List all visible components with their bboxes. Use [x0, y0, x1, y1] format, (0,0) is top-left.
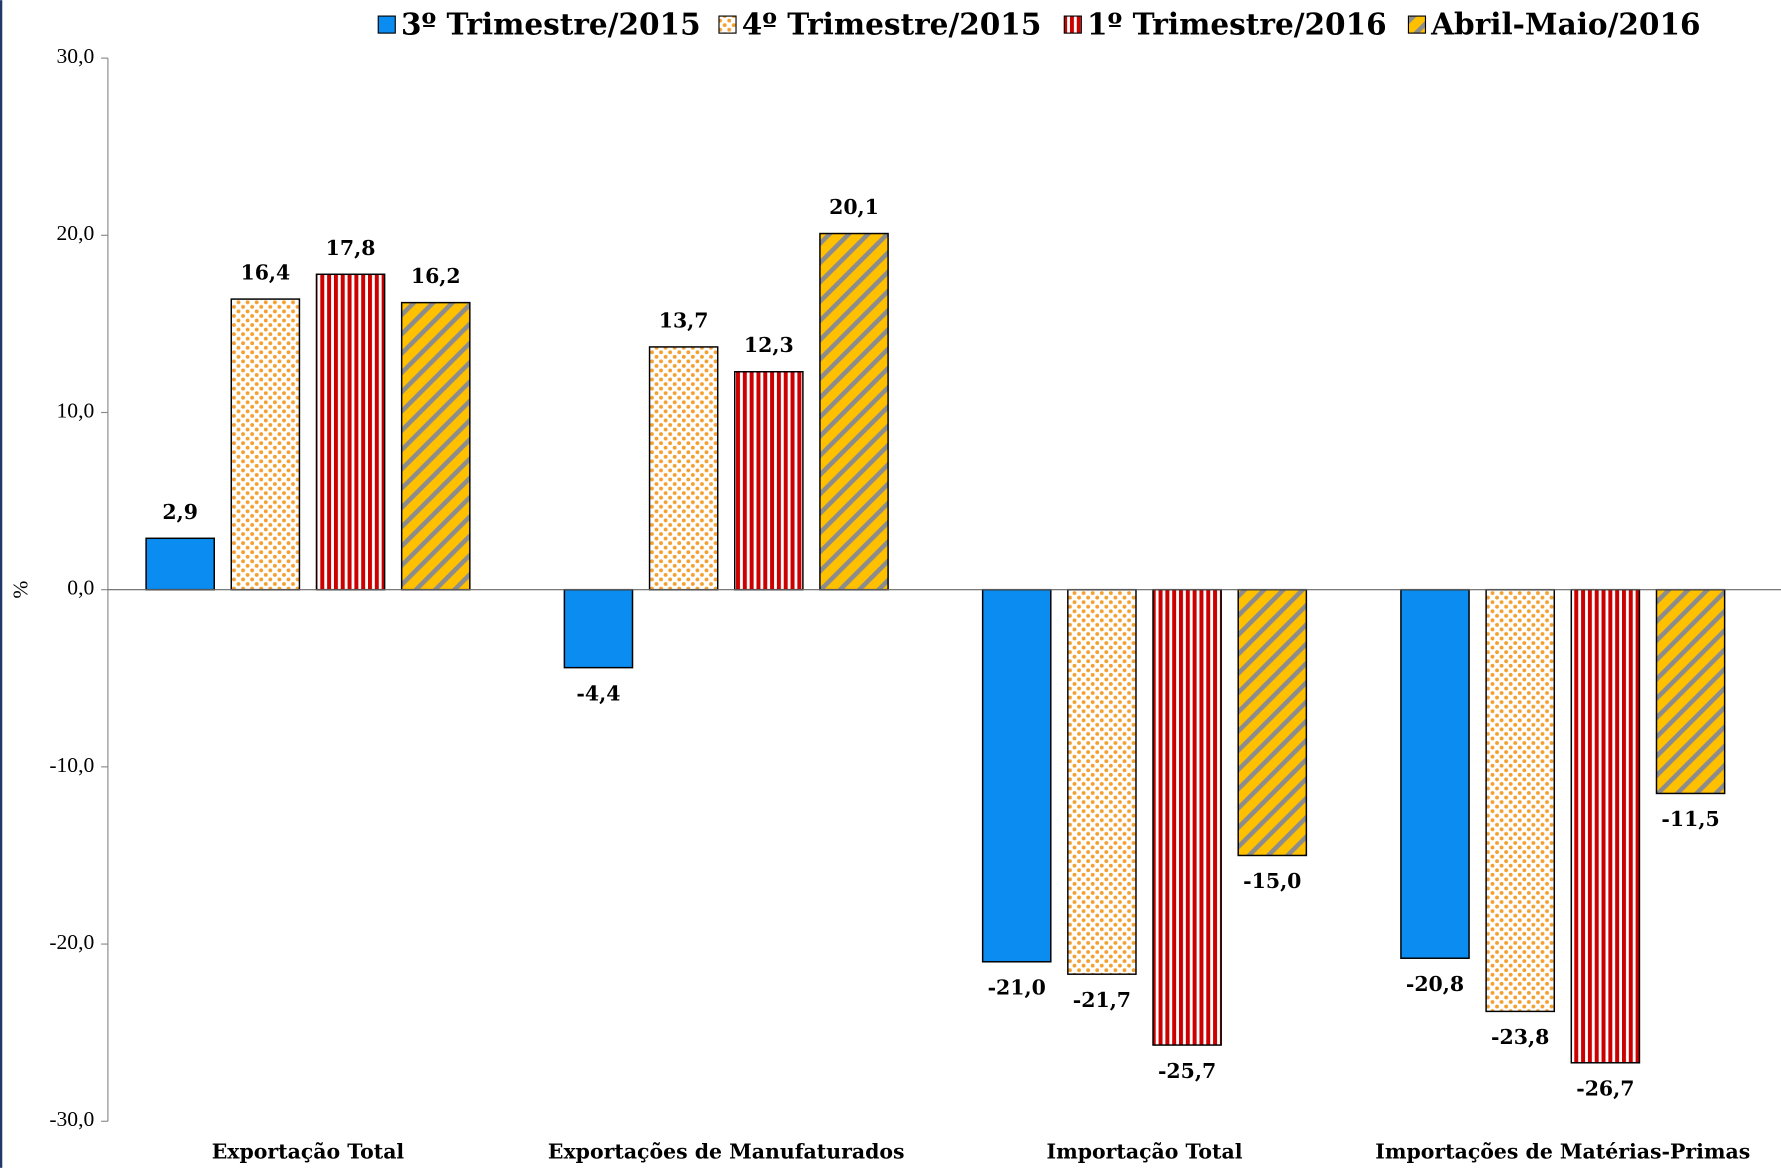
bar: [734, 370, 804, 591]
value-label: 2,9: [162, 500, 198, 524]
bar: [1237, 588, 1308, 857]
y-tick-label: 30,0: [57, 44, 95, 68]
value-label: -26,7: [1576, 1077, 1634, 1101]
y-tick-label: -10,0: [49, 753, 94, 777]
legend-swatch: [1063, 15, 1082, 34]
frame-edge: [0, 0, 3, 1168]
bar: [1152, 588, 1222, 1046]
bar: [981, 588, 1052, 963]
x-tick-label: Exportações de Manufaturados: [548, 1140, 905, 1164]
value-label: -21,0: [988, 976, 1046, 1000]
value-label: -4,4: [576, 681, 620, 705]
value-label: -15,0: [1243, 869, 1301, 893]
bar: [819, 232, 889, 591]
value-label: 12,3: [744, 333, 794, 357]
bar: [400, 301, 471, 591]
bar: [563, 588, 634, 669]
value-label: -11,5: [1661, 807, 1719, 831]
legend-swatch: [377, 15, 396, 34]
legend-swatch: [1407, 15, 1427, 34]
y-tick-label: -20,0: [49, 930, 94, 954]
y-tick-label: -30,0: [49, 1107, 94, 1131]
bar: [315, 273, 386, 591]
legend-label: 4º Trimestre/2015: [742, 6, 1042, 41]
value-label: 13,7: [659, 308, 709, 332]
y-axis-label: %: [9, 581, 33, 599]
bar: [648, 346, 719, 591]
bar: [230, 298, 301, 591]
x-tick-label: Exportação Total: [212, 1140, 405, 1164]
value-label: 20,1: [829, 195, 879, 219]
legend-label: Abril-Maio/2016: [1430, 6, 1700, 41]
y-tick-label: 10,0: [57, 398, 95, 422]
value-label: 16,2: [411, 264, 461, 288]
value-label: -20,8: [1406, 972, 1464, 996]
legend-swatch: [718, 15, 737, 34]
legend-label: 3º Trimestre/2015: [401, 6, 701, 41]
value-label: -25,7: [1158, 1059, 1216, 1083]
value-label: 17,8: [326, 236, 376, 260]
legend-label: 1º Trimestre/2016: [1087, 6, 1387, 41]
value-label: -21,7: [1073, 988, 1131, 1012]
bar: [1067, 588, 1137, 975]
value-label: 16,4: [240, 261, 290, 285]
value-label: -23,8: [1491, 1025, 1549, 1049]
x-tick-label: Importação Total: [1047, 1140, 1243, 1164]
x-tick-label: Importações de Matérias-Primas: [1375, 1140, 1750, 1164]
bar: [1570, 588, 1641, 1064]
y-tick-label: 0,0: [67, 576, 94, 600]
y-tick-label: 20,0: [57, 221, 95, 245]
bar: [1655, 588, 1726, 795]
bar: [1400, 588, 1470, 959]
bar: [1485, 588, 1555, 1013]
bar: [145, 537, 215, 591]
